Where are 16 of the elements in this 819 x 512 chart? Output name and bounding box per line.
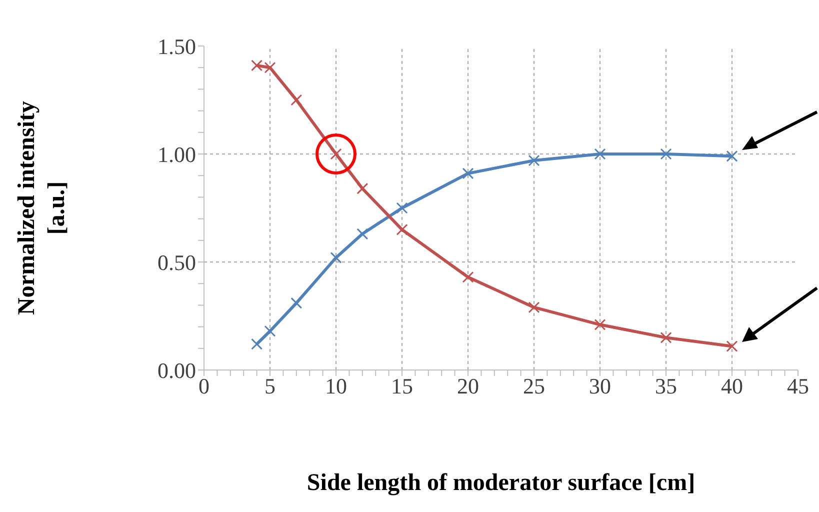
x-tick-label: 30 [589, 374, 611, 399]
x-tick-label: 20 [457, 374, 479, 399]
x-tick-label: 0 [198, 374, 210, 399]
x-tick-label: 40 [721, 374, 743, 399]
x-tick-label: 25 [523, 374, 545, 399]
x-axis-title: Side length of moderator surface [cm] [306, 470, 696, 496]
x-tick-label: 35 [655, 374, 677, 399]
y-tick-label: 1.00 [158, 142, 196, 167]
x-tick-label: 15 [391, 374, 413, 399]
y-axis-title: Normalized intensity [a.u.] [14, 101, 70, 315]
x-tick-label: 5 [264, 374, 276, 399]
x-tick-label: 45 [787, 374, 809, 399]
y-tick-label: 0.00 [158, 358, 196, 383]
y-tick-label: 1.50 [158, 34, 196, 59]
x-tick-label: 10 [325, 374, 347, 399]
y-tick-label: 0.50 [158, 250, 196, 275]
